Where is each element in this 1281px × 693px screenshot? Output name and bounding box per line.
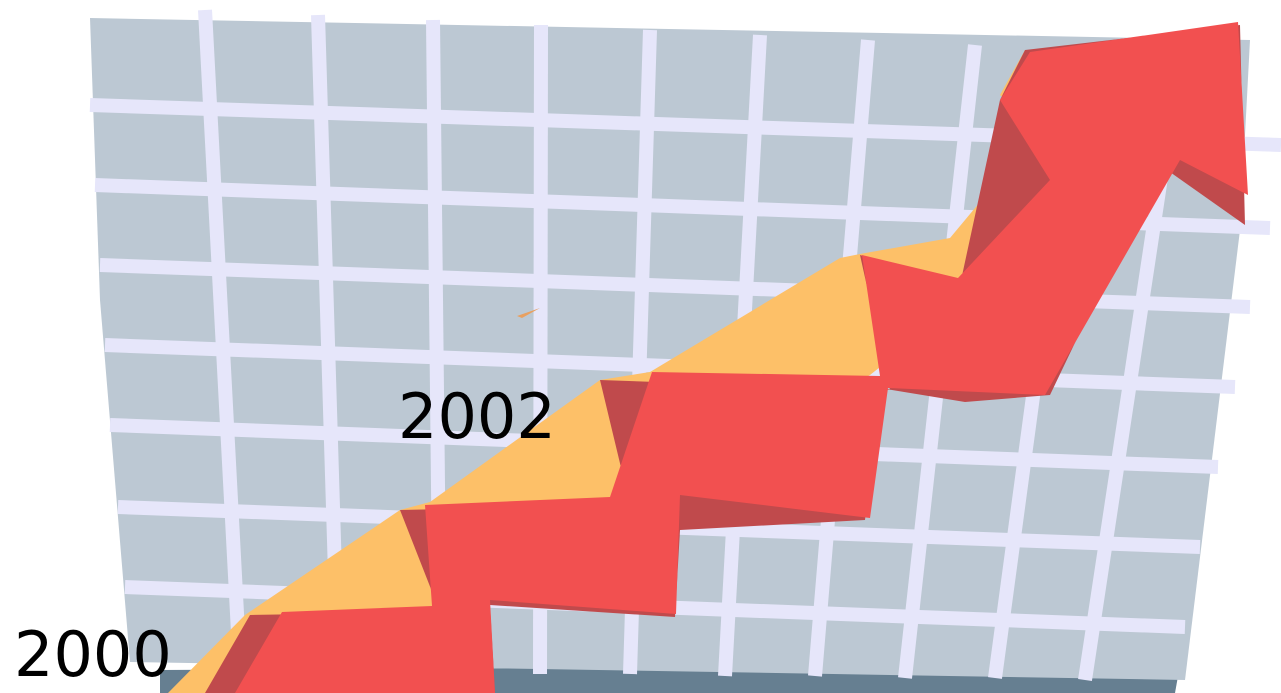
mid-year-label: 2002 <box>398 380 556 453</box>
illustration: 2000 2002 <box>0 0 1281 693</box>
page: 2000 2002 (() => { const data = JSON.par… <box>0 0 1281 693</box>
start-year-label: 2000 <box>14 618 172 691</box>
